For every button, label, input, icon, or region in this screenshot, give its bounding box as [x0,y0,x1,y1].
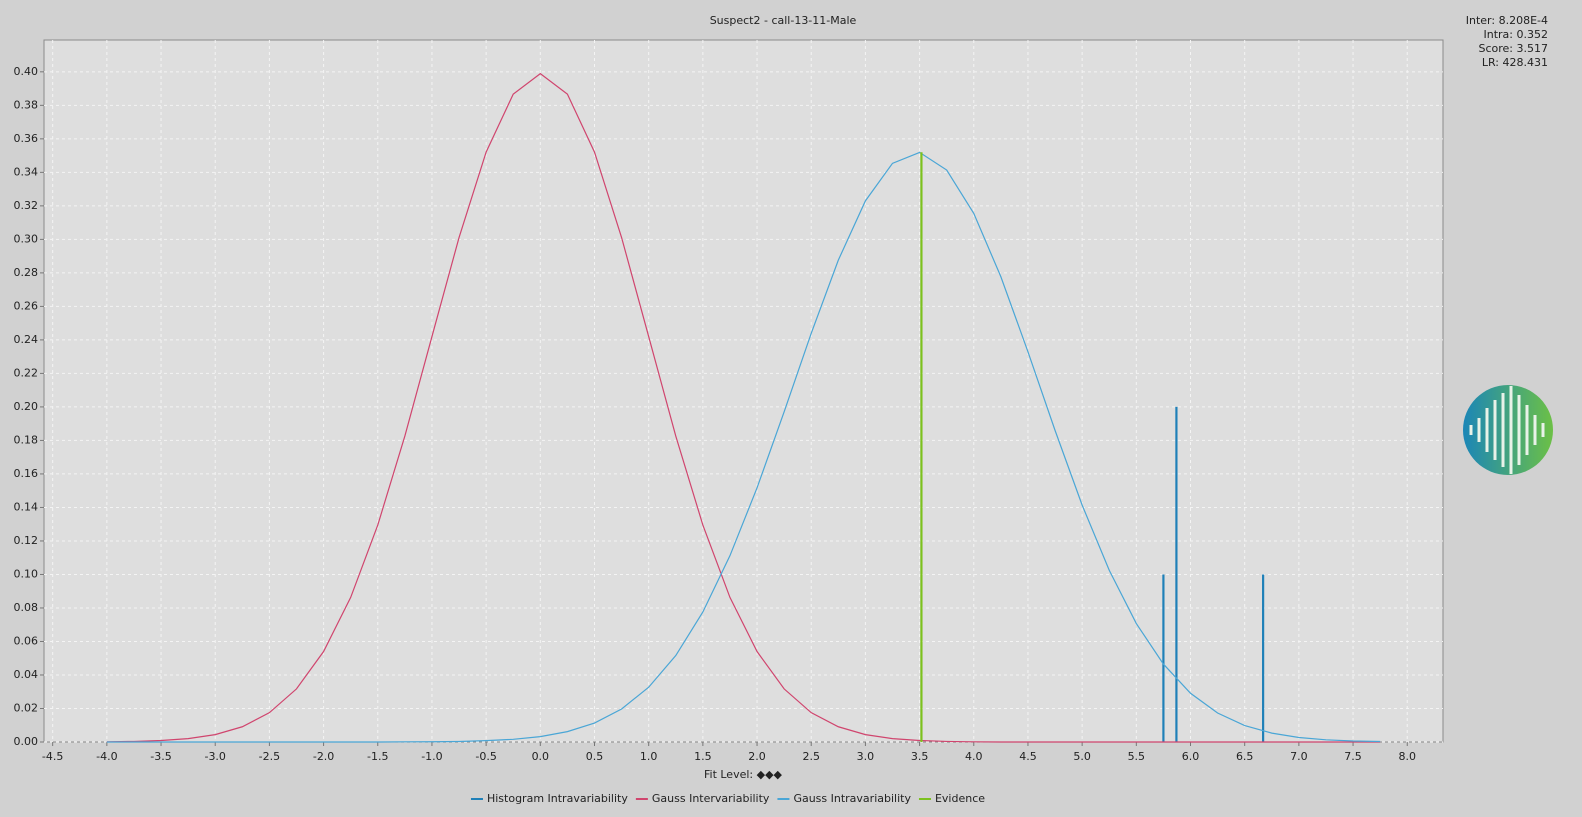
y-tick-label: 0.28 [14,266,39,279]
legend-label: Gauss Intervariability [652,792,770,805]
x-tick-label: -1.0 [421,750,442,763]
x-tick-label: -3.0 [204,750,225,763]
x-tick-label: -3.5 [150,750,171,763]
info-text: Score: 3.517 [1478,42,1548,55]
y-tick-label: 0.08 [14,601,39,614]
y-tick-label: 0.32 [14,199,39,212]
data-line [106,151,1381,743]
y-tick-label: 0.40 [14,65,39,78]
x-tick-label: 7.0 [1290,750,1308,763]
logo [1463,385,1553,475]
x-tick-label: 2.5 [802,750,820,763]
x-tick-label: -0.5 [475,750,496,763]
data-line [106,72,1381,743]
x-tick-label: 5.5 [1128,750,1146,763]
y-tick-label: 0.18 [14,433,39,446]
x-tick-label: 6.5 [1236,750,1254,763]
y-tick-label: 0.34 [14,165,39,178]
x-tick-label: 1.0 [640,750,658,763]
info-text: LR: 428.431 [1482,56,1548,69]
y-tick-label: 0.20 [14,400,39,413]
x-tick-label: -2.0 [313,750,334,763]
x-tick-label: -4.0 [96,750,117,763]
x-tick-label: 3.0 [857,750,875,763]
y-tick-label: 0.22 [14,366,39,379]
y-tick-label: 0.00 [14,735,39,748]
y-tick-label: 0.02 [14,701,39,714]
y-tick-label: 0.16 [14,467,39,480]
plot-area [43,39,1444,743]
x-tick-label: -2.5 [259,750,280,763]
x-tick-label: -1.5 [367,750,388,763]
y-tick-label: 0.12 [14,534,39,547]
legend-label: Evidence [935,792,985,805]
x-tick-label: 5.0 [1073,750,1091,763]
y-tick-label: 0.04 [14,668,39,681]
y-tick-label: 0.36 [14,132,39,145]
y-tick-label: 0.14 [14,500,39,513]
x-tick-label: 4.0 [965,750,983,763]
y-tick-label: 0.30 [14,232,39,245]
y-tick-label: 0.10 [14,567,39,580]
x-tick-label: 0.5 [586,750,604,763]
x-tick-label: 7.5 [1344,750,1362,763]
info-text: Intra: 0.352 [1484,28,1549,41]
x-tick-label: -4.5 [42,750,63,763]
info-text: Inter: 8.208E-4 [1466,14,1548,27]
legend-label: Gauss Intravariability [793,792,911,805]
legend-label: Histogram Intravariability [487,792,628,805]
x-tick-label: 3.5 [911,750,929,763]
x-tick-label: 1.5 [694,750,712,763]
x-tick-label: 4.5 [1019,750,1037,763]
y-tick-label: 0.06 [14,634,39,647]
y-tick-label: 0.24 [14,333,39,346]
chart-title: Suspect2 - call-13-11-Male [710,14,857,27]
y-tick-label: 0.38 [14,98,39,111]
x-axis-label: Fit Level: ◆◆◆ [704,768,783,781]
x-tick-label: 0.0 [532,750,550,763]
x-tick-label: 8.0 [1398,750,1416,763]
x-tick-label: 6.0 [1182,750,1200,763]
x-tick-label: 2.0 [748,750,766,763]
y-tick-label: 0.26 [14,299,39,312]
